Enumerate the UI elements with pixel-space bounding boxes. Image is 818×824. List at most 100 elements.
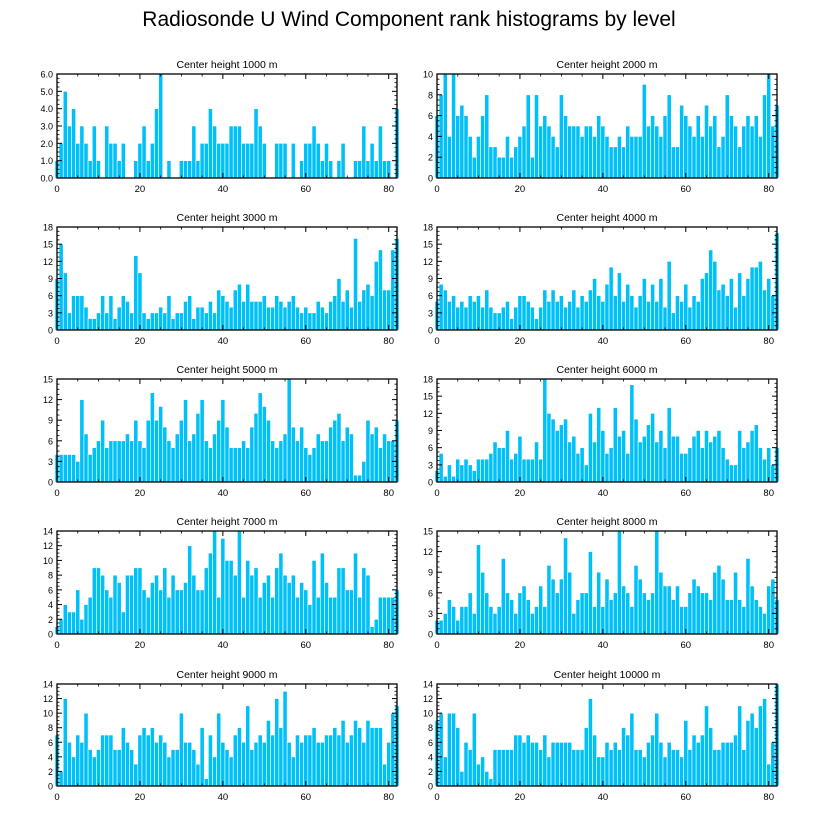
histogram-bar: [303, 734, 309, 787]
y-tick-label: 8: [428, 723, 433, 733]
histogram-bar: [559, 424, 564, 483]
histogram-bar: [662, 306, 668, 331]
histogram-bar: [179, 419, 184, 483]
histogram-bar: [237, 530, 242, 635]
histogram-bar: [87, 318, 93, 331]
histogram-bar: [237, 283, 242, 331]
histogram-bar: [295, 734, 300, 787]
histogram-bar: [83, 306, 89, 331]
histogram-bar: [455, 115, 461, 179]
histogram-bar: [261, 406, 267, 483]
panel-title: Center height 6000 m: [557, 364, 658, 376]
histogram-bar: [141, 589, 147, 635]
histogram-bar: [245, 447, 251, 483]
x-tick-label: 0: [54, 488, 59, 499]
histogram-bar: [695, 741, 701, 787]
panel-title: Center height 2000 m: [557, 59, 658, 71]
histogram-bar: [488, 306, 494, 331]
histogram-bar: [241, 440, 246, 483]
histogram-bar: [745, 278, 751, 331]
histogram-bar: [332, 727, 338, 787]
histogram-bar: [513, 146, 519, 179]
x-tick-label: 20: [515, 336, 526, 347]
histogram-bar: [438, 619, 444, 635]
histogram-bar: [191, 318, 197, 331]
histogram-bar: [232, 289, 238, 331]
histogram-bar: [509, 156, 515, 179]
histogram-bar: [542, 606, 548, 635]
histogram-bar: [579, 136, 585, 179]
histogram-bar: [770, 578, 776, 635]
histogram-bar: [336, 734, 342, 787]
histogram-bar: [687, 592, 693, 635]
histogram-bar: [447, 301, 452, 331]
histogram-bar: [463, 458, 469, 483]
histogram-bar: [517, 435, 523, 483]
x-tick-label: 20: [135, 184, 146, 195]
histogram-bar: [237, 125, 242, 179]
histogram-bar: [687, 447, 693, 483]
histogram-bar: [741, 447, 747, 483]
histogram-bar: [195, 763, 201, 787]
histogram-bar: [737, 430, 743, 483]
histogram-bar: [245, 143, 251, 179]
histogram-bar: [228, 125, 234, 179]
y-tick-label: 0: [48, 478, 53, 488]
histogram-bar: [311, 560, 317, 635]
histogram-bar: [104, 125, 110, 179]
figure-title: Radiosonde U Wind Component rank histogr…: [142, 8, 676, 31]
histogram-bar: [658, 430, 664, 483]
histogram-bar: [361, 461, 367, 483]
histogram-bar: [592, 441, 597, 483]
histogram-bar: [546, 125, 552, 179]
y-tick-label: 0: [428, 326, 433, 336]
histogram-bar: [361, 741, 367, 787]
histogram-bar: [112, 574, 118, 635]
histogram-bar: [753, 424, 759, 483]
y-tick-label: 12: [43, 395, 53, 405]
x-tick-label: 80: [763, 336, 774, 347]
histogram-bar: [471, 712, 477, 787]
histogram-bar: [708, 599, 714, 635]
histogram-bar: [733, 571, 738, 635]
histogram-bar: [617, 435, 622, 483]
histogram-bar: [542, 289, 548, 331]
histogram-bar: [492, 312, 498, 331]
histogram-bar: [596, 407, 602, 483]
histogram-bar: [290, 574, 296, 635]
histogram-bar: [328, 301, 334, 331]
histogram-bar: [282, 306, 288, 331]
histogram-bar: [315, 433, 321, 483]
histogram-bar: [741, 749, 747, 787]
histogram-bar: [534, 94, 539, 179]
histogram-bar: [249, 301, 255, 331]
histogram-bar: [116, 306, 122, 331]
y-tick-label: 14: [43, 527, 53, 537]
histogram-bar: [567, 571, 573, 635]
y-tick-label: 0: [428, 630, 433, 640]
histogram-bar: [625, 734, 631, 787]
histogram-bar: [191, 433, 197, 483]
histogram-bar: [137, 734, 143, 787]
histogram-bar: [125, 574, 130, 635]
histogram-bar: [654, 441, 660, 483]
histogram-bar: [187, 545, 193, 635]
histogram-bar: [378, 249, 383, 331]
histogram-bar: [112, 143, 118, 179]
histogram-bar: [278, 301, 284, 331]
histogram-bar: [96, 160, 101, 179]
x-tick-label: 20: [515, 792, 526, 803]
histogram-bar: [691, 734, 697, 787]
histogram-bar: [67, 125, 72, 179]
histogram-bar: [286, 741, 292, 787]
histogram-bar: [488, 146, 494, 179]
histogram-bar: [670, 435, 676, 483]
histogram-bar: [559, 295, 564, 331]
histogram-bar: [216, 712, 222, 787]
histogram-bar: [237, 447, 242, 483]
histogram-bar: [600, 430, 606, 483]
y-tick-label: 6: [48, 291, 53, 301]
histogram-bar: [220, 538, 226, 635]
histogram-bar: [724, 599, 730, 635]
histogram-bar: [476, 136, 481, 179]
